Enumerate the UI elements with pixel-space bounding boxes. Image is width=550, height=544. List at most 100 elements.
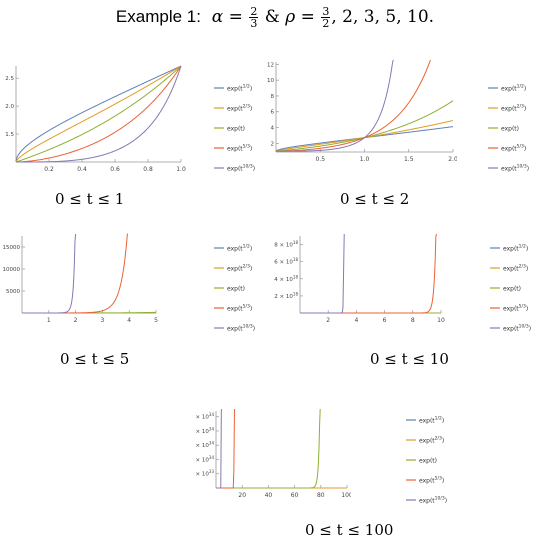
y-tick-label: 8 × 1018: [274, 240, 298, 249]
caption-2: 0 ≤ t ≤ 2: [340, 190, 410, 208]
x-tick-label: 4: [354, 317, 358, 324]
rho-rest: , 2, 3, 5, 10.: [331, 7, 435, 27]
x-tick-label: 1: [47, 317, 51, 324]
y-tick-label: 1.5: [5, 132, 14, 138]
legend-label: exp(t2/3): [501, 104, 526, 113]
y-tick-label: 2.0: [5, 104, 14, 110]
chart-4-svg: 2 4 6 8 10 2 × 1018 4 × 1018 6 × 1018 8 × 1018: [274, 233, 445, 324]
x-tick-label: 8: [411, 317, 415, 324]
rho-denominator: 2: [322, 17, 330, 30]
caption-3: 0 ≤ t ≤ 5: [60, 350, 130, 368]
legend-label: exp(t2/3): [419, 436, 444, 445]
x-tick-label: 1.0: [360, 156, 370, 163]
series-line-4: [300, 233, 437, 314]
caption-4: 0 ≤ t ≤ 10: [370, 350, 449, 368]
y-tick-exponent: 34: [209, 441, 215, 446]
x-tick-label: 0.2: [44, 166, 54, 173]
chart-1-svg: 0.2 0.4 0.6 0.8 1.0 1.5 2.0 2.5: [5, 65, 186, 173]
legend-label: exp(t1/2): [503, 244, 528, 253]
y-tick-label: 10000: [3, 267, 21, 273]
legend-label: exp(t5/3): [227, 144, 252, 153]
legend-label: exp(t2/3): [227, 104, 252, 113]
legend-label: exp(t): [419, 458, 437, 465]
alpha-denominator: 3: [250, 17, 258, 30]
series-line-3: [15, 65, 182, 163]
rho-symbol: ρ: [285, 7, 296, 27]
y-tick-label: 10: [267, 78, 274, 84]
y-tick-label: 6 × 1018: [274, 257, 298, 266]
y-tick-exponent: 18: [293, 257, 299, 262]
legend-label: exp(t2/3): [227, 264, 252, 273]
legend-label: exp(t10/3): [419, 496, 447, 505]
y-tick-label: 2: [271, 141, 275, 147]
legend-label: exp(t10/3): [227, 164, 255, 173]
legend-label: exp(t1/2): [227, 244, 252, 253]
series-line-2: [275, 120, 454, 152]
legend-label: exp(t1/2): [419, 416, 444, 425]
title-ampersand: &: [264, 7, 280, 27]
x-tick-label: 10: [437, 317, 445, 324]
series-line-2: [15, 65, 182, 163]
legend-label: exp(t): [501, 126, 519, 133]
legend-label: exp(t5/3): [501, 144, 526, 153]
x-tick-label: 1.0: [176, 166, 186, 173]
chart-2-svg: 0.5 1.0 1.5 2.0 2 4 6 8 10 12: [267, 59, 457, 163]
title-lead: Example 1:: [115, 7, 201, 26]
series-line-4: [216, 408, 235, 489]
x-tick-label: 80: [317, 492, 325, 499]
y-tick-exponent: 18: [293, 291, 299, 296]
y-tick-label: 1.5 × 1034: [196, 441, 214, 450]
legend-label: exp(t5/3): [503, 304, 528, 313]
chart-5-svg: 20 40 60 80 100 5.0 × 1033 1.0 × 1034 1.5 × 103…: [196, 408, 351, 499]
series-line-5: [300, 233, 345, 314]
x-tick-label: 20: [238, 492, 246, 499]
series-line-3: [216, 408, 321, 489]
y-tick-label: 4 × 1018: [274, 274, 298, 283]
legend-label: exp(t10/3): [501, 164, 529, 173]
series-line-1: [15, 65, 182, 163]
x-tick-label: 2: [74, 317, 78, 324]
x-tick-label: 60: [291, 492, 299, 499]
x-tick-label: 0.6: [110, 166, 120, 173]
legend-label: exp(t1/2): [227, 84, 252, 93]
legend-label: exp(t5/3): [419, 476, 444, 485]
alpha-numerator: 2: [249, 5, 259, 18]
y-tick-label: 2.5 × 1034: [196, 412, 214, 421]
y-tick-label: 6: [271, 110, 275, 116]
series-line-5: [216, 408, 222, 489]
y-tick-label: 1.0 × 1034: [196, 455, 214, 464]
y-tick-label: 12: [267, 62, 274, 68]
x-tick-label: 2: [326, 317, 330, 324]
series-line-4: [15, 65, 182, 163]
x-tick-label: 40: [265, 492, 273, 499]
y-tick-label: 2 × 1018: [274, 291, 298, 300]
rho-numerator: 3: [321, 5, 331, 18]
y-tick-exponent: 18: [293, 240, 299, 245]
legend-label: exp(t10/3): [227, 324, 255, 333]
legend-label: exp(t1/2): [501, 84, 526, 93]
y-tick-label: 4: [271, 126, 275, 132]
alpha-symbol: α: [211, 7, 224, 27]
y-tick-exponent: 34: [209, 412, 215, 417]
x-tick-label: 2.0: [448, 156, 457, 163]
series-line-5: [276, 59, 394, 152]
legend-label: exp(t2/3): [503, 264, 528, 273]
y-tick-label: 2.0 × 1034: [196, 426, 214, 435]
y-tick-exponent: 34: [209, 455, 215, 460]
caption-1: 0 ≤ t ≤ 1: [55, 190, 125, 208]
series-line-5: [16, 65, 182, 163]
x-tick-label: 0.4: [77, 166, 87, 173]
x-tick-label: 6: [383, 317, 387, 324]
series-line-4: [276, 59, 431, 152]
x-tick-label: 3: [100, 317, 104, 324]
legend-label: exp(t): [227, 286, 245, 293]
x-tick-label: 0.8: [143, 166, 153, 173]
y-tick-label: 8: [271, 94, 275, 100]
x-tick-label: 0.5: [315, 156, 325, 163]
chart-3-svg: 1 2 3 4 5 5000 10000 15000: [3, 233, 158, 324]
legend-label: exp(t5/3): [227, 304, 252, 313]
x-tick-label: 5: [154, 317, 158, 324]
y-tick-label: 15000: [3, 245, 21, 251]
